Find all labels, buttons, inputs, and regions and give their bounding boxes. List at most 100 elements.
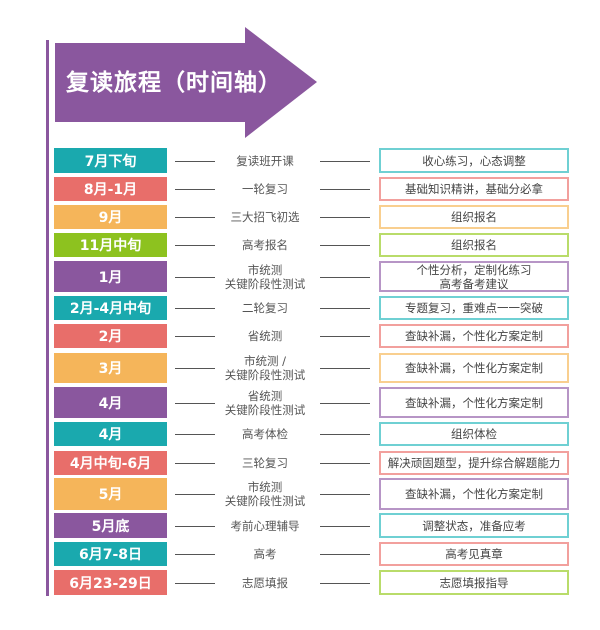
event-text: 复读班开课 [236, 153, 294, 168]
event-text: 一轮复习 [242, 182, 288, 196]
task-box: 组织报名 [379, 233, 569, 257]
right-connector [320, 494, 370, 495]
event-label: 三轮复习 [215, 451, 315, 475]
event-text: 二轮复习 [242, 301, 288, 315]
task-box: 组织报名 [379, 205, 569, 229]
event-label: 省统测 关键阶段性测试 [215, 387, 315, 418]
date-label: 4月中旬-6月 [54, 451, 167, 475]
event-label: 市统测 关键阶段性测试 [215, 261, 315, 292]
task-text: 收心练习，心态调整 [422, 153, 526, 168]
date-label: 6月7-8日 [54, 542, 167, 566]
task-box: 高考见真章 [379, 542, 569, 566]
date-label: 7月下旬 [54, 148, 167, 173]
event-label: 市统测 关键阶段性测试 [215, 478, 315, 510]
left-connector [175, 554, 215, 555]
date-label: 2月 [54, 324, 167, 348]
task-text: 组织报名 [451, 210, 497, 224]
date-label: 1月 [54, 261, 167, 292]
task-text: 专题复习，重难点一一突破 [405, 301, 543, 315]
event-text: 高考体检 [242, 427, 288, 441]
task-box: 基础知识精讲，基础分必拿 [379, 177, 569, 201]
date-label: 2月-4月中旬 [54, 296, 167, 320]
event-text: 高考报名 [242, 238, 288, 252]
event-label: 高考报名 [215, 233, 315, 257]
event-text: 省统测 [247, 388, 283, 403]
left-connector [175, 336, 215, 337]
right-connector [320, 217, 370, 218]
right-connector [320, 308, 370, 309]
right-connector [320, 160, 370, 162]
title-arrow [55, 27, 317, 138]
date-label: 6月23-29日 [54, 570, 167, 595]
task-text: 调整状态，准备应考 [422, 518, 526, 533]
date-label: 3月 [54, 353, 167, 383]
task-text: 组织体检 [451, 427, 497, 441]
event-label: 高考 [215, 542, 315, 566]
right-connector [320, 245, 370, 246]
task-box: 组织体检 [379, 422, 569, 446]
event-text: 关键阶段性测试 [224, 402, 306, 417]
left-connector [175, 217, 215, 218]
task-box: 查缺补漏，个性化方案定制 [379, 387, 569, 418]
event-label: 考前心理辅导 [215, 513, 315, 538]
event-text: 关键阶段性测试 [224, 276, 306, 291]
left-connector [175, 189, 215, 190]
event-text: 关键阶段性测试 [224, 368, 306, 382]
left-connector [175, 525, 215, 527]
event-text: 志愿填报 [242, 575, 288, 590]
task-box: 解决顽固题型，提升综合解题能力 [379, 451, 569, 475]
date-label: 4月 [54, 422, 167, 446]
event-label: 省统测 [215, 324, 315, 348]
left-connector [175, 494, 215, 495]
left-connector [175, 308, 215, 309]
left-connector [175, 160, 215, 162]
left-connector [175, 463, 215, 464]
right-connector [320, 402, 370, 404]
right-connector [320, 554, 370, 555]
date-label: 8月-1月 [54, 177, 167, 201]
task-text: 个性分析，定制化练习 [416, 262, 532, 277]
right-connector [320, 276, 370, 278]
event-text: 市统测 / [243, 354, 287, 368]
left-connector [175, 245, 215, 246]
event-label: 一轮复习 [215, 177, 315, 201]
task-box: 志愿填报指导 [379, 570, 569, 595]
left-connector [175, 402, 215, 404]
task-box: 查缺补漏，个性化方案定制 [379, 324, 569, 348]
page-title: 复读旅程（时间轴） [66, 70, 282, 96]
left-connector [175, 582, 215, 584]
date-label: 4月 [54, 387, 167, 418]
task-text: 查缺补漏，个性化方案定制 [405, 329, 543, 343]
event-text: 三轮复习 [242, 456, 288, 470]
date-label: 11月中旬 [54, 233, 167, 257]
right-connector [320, 336, 370, 337]
right-connector [320, 368, 370, 369]
task-box: 调整状态，准备应考 [379, 513, 569, 538]
event-text: 考前心理辅导 [230, 518, 300, 533]
task-box: 个性分析，定制化练习 高考备考建议 [379, 261, 569, 292]
event-label: 复读班开课 [215, 148, 315, 173]
event-text: 市统测 [247, 480, 283, 494]
event-label: 市统测 / 关键阶段性测试 [215, 353, 315, 383]
date-label: 5月底 [54, 513, 167, 538]
event-label: 二轮复习 [215, 296, 315, 320]
right-connector [320, 434, 370, 435]
task-text: 组织报名 [451, 238, 497, 252]
event-text: 关键阶段性测试 [224, 494, 306, 508]
task-text: 解决顽固题型，提升综合解题能力 [387, 456, 561, 470]
right-connector [320, 463, 370, 464]
task-box: 收心练习，心态调整 [379, 148, 569, 173]
task-text: 高考备考建议 [439, 276, 509, 291]
event-label: 高考体检 [215, 422, 315, 446]
task-text: 查缺补漏，个性化方案定制 [405, 395, 543, 410]
date-label: 9月 [54, 205, 167, 229]
date-label: 5月 [54, 478, 167, 510]
task-box: 查缺补漏，个性化方案定制 [379, 353, 569, 383]
right-connector [320, 582, 370, 584]
left-connector [175, 434, 215, 435]
event-text: 省统测 [247, 329, 283, 343]
left-connector [175, 276, 215, 278]
task-text: 志愿填报指导 [439, 575, 509, 590]
event-text: 三大招飞初选 [230, 210, 300, 224]
task-text: 查缺补漏，个性化方案定制 [405, 361, 543, 375]
